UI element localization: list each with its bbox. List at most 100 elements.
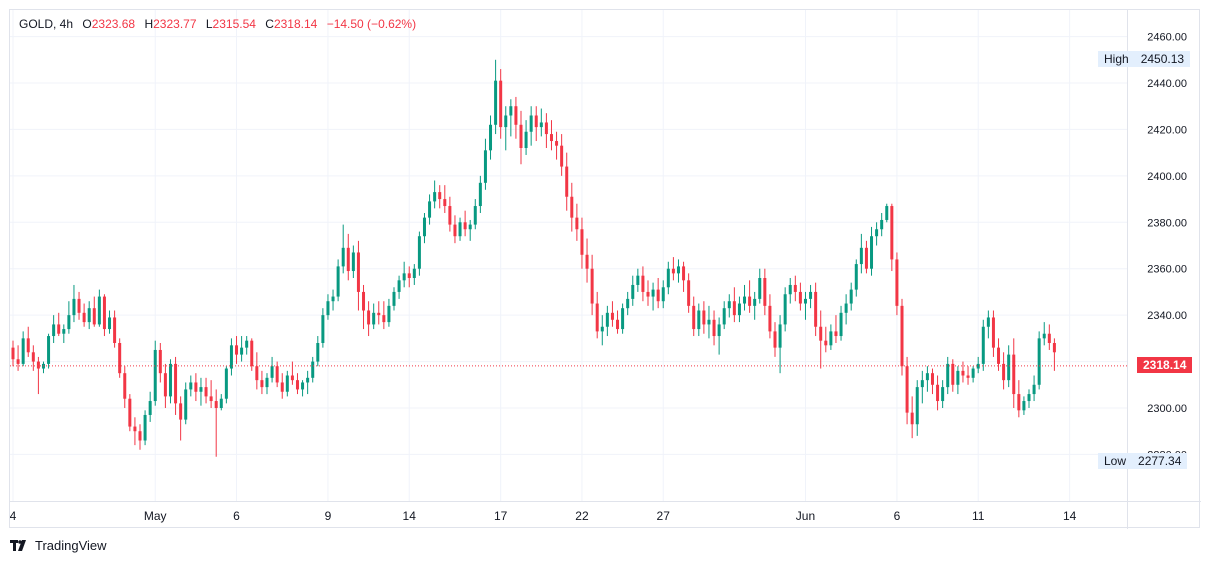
x-tick-label: Jun xyxy=(796,509,815,523)
candle-body xyxy=(67,315,71,330)
candle-body xyxy=(82,312,86,323)
candle-body xyxy=(204,387,208,397)
candle-body xyxy=(712,319,716,337)
candle-body xyxy=(590,268,594,304)
candle-body xyxy=(499,80,503,128)
candle-body xyxy=(97,296,101,325)
candle-body xyxy=(941,387,945,402)
candle-body xyxy=(31,352,35,362)
candle-body xyxy=(707,319,711,325)
high-marker: High 2450.13 xyxy=(1098,51,1191,67)
candle-body xyxy=(270,366,274,378)
candle-body xyxy=(737,303,741,316)
x-tick-label: 11 xyxy=(972,509,985,523)
candle-body xyxy=(925,373,929,381)
candle-body xyxy=(722,308,726,325)
candle-body xyxy=(143,414,147,441)
candle-body xyxy=(555,141,559,146)
candle-body xyxy=(240,347,244,355)
candle-body xyxy=(854,264,858,290)
candle-body xyxy=(148,401,152,415)
candle-body xyxy=(758,278,762,299)
close-label: C xyxy=(265,17,274,31)
candle-body xyxy=(260,380,264,388)
x-tick-label: 17 xyxy=(494,509,508,523)
candle-body xyxy=(433,192,437,202)
candle-body xyxy=(661,287,665,302)
candle-body xyxy=(529,115,533,132)
candle-body xyxy=(600,326,604,332)
candle-body xyxy=(905,366,909,413)
candle-body xyxy=(900,305,904,367)
symbol-name[interactable]: GOLD, 4h xyxy=(19,17,74,31)
x-tick-label: 27 xyxy=(657,509,671,523)
candle-body xyxy=(717,324,721,337)
candle-body xyxy=(966,375,970,378)
candlestick-chart[interactable]: 2280.002300.002320.002340.002360.002380.… xyxy=(10,10,1201,529)
candle-body xyxy=(316,343,320,362)
candle-body xyxy=(880,219,884,230)
candle-body xyxy=(656,289,660,302)
candle-body xyxy=(687,280,691,306)
candle-body xyxy=(981,326,985,364)
candle-body xyxy=(951,363,955,385)
candle-body xyxy=(219,398,223,408)
candle-body xyxy=(235,345,239,355)
open-value: 2323.68 xyxy=(91,17,136,31)
candle-body xyxy=(453,224,457,237)
candle-body xyxy=(47,336,51,364)
candle-body xyxy=(986,317,990,327)
candle-body xyxy=(631,284,635,299)
candle-body xyxy=(676,266,680,274)
candle-body xyxy=(92,308,96,325)
candle-body xyxy=(834,331,838,337)
candle-body xyxy=(991,317,995,348)
candle-body xyxy=(870,236,874,269)
candle-body xyxy=(331,296,335,302)
candle-body xyxy=(346,247,350,272)
candle-body xyxy=(163,373,167,397)
candle-body xyxy=(356,252,360,292)
candle-body xyxy=(128,398,132,427)
candle-body xyxy=(36,361,40,369)
candle-body xyxy=(595,303,599,332)
candle-body xyxy=(692,305,696,330)
candle-body xyxy=(1007,354,1011,381)
candle-body xyxy=(382,315,386,323)
candle-body xyxy=(859,247,863,265)
candle-body xyxy=(133,426,137,432)
candle-body xyxy=(743,296,747,304)
candle-body xyxy=(377,312,381,316)
x-tick-label: 6 xyxy=(894,509,901,523)
candle-body xyxy=(458,222,462,237)
candle-body xyxy=(524,131,528,148)
candle-body xyxy=(402,273,406,281)
y-tick-label: 2420.00 xyxy=(1147,124,1187,136)
candle-body xyxy=(428,201,432,218)
candle-body xyxy=(209,396,213,402)
candle-body xyxy=(245,340,249,348)
candle-body xyxy=(585,254,589,269)
candle-body xyxy=(341,247,345,267)
candle-body xyxy=(580,229,584,255)
candle-body xyxy=(1042,333,1046,339)
candle-body xyxy=(682,266,686,281)
candle-body xyxy=(575,217,579,230)
candle-body xyxy=(87,308,91,323)
candle-body xyxy=(321,315,325,343)
candle-body xyxy=(194,382,198,392)
candle-body xyxy=(397,280,401,292)
low-marker-value: 2277.34 xyxy=(1138,454,1182,468)
tradingview-logo[interactable]: TradingView xyxy=(10,538,107,553)
x-tick-label: 9 xyxy=(325,509,332,523)
candle-body xyxy=(224,368,228,399)
candle-body xyxy=(666,268,670,288)
candle-body xyxy=(626,298,630,309)
candle-body xyxy=(1002,363,1006,381)
candle-body xyxy=(255,366,259,381)
candle-body xyxy=(753,298,757,306)
candle-body xyxy=(895,259,899,306)
candle-body xyxy=(814,291,818,327)
candle-body xyxy=(849,289,853,304)
candle-body xyxy=(102,296,106,330)
